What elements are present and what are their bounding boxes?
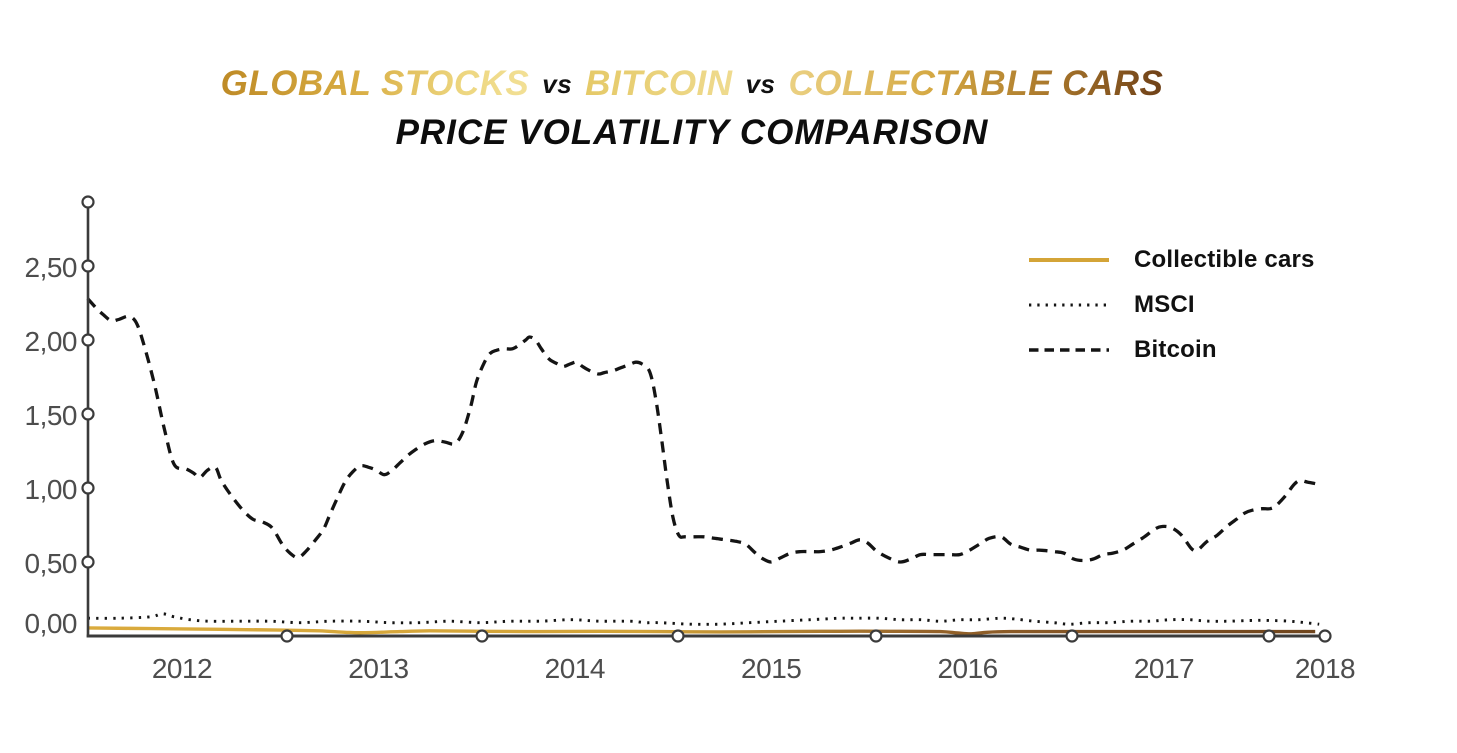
title-bitcoin: BITCOIN: [585, 64, 733, 103]
y-tick-circle: [81, 259, 95, 273]
x-tick-label: 2017: [1134, 653, 1194, 684]
y-tick-label: 0,00: [25, 608, 78, 639]
x-tick-label: 2012: [152, 653, 212, 684]
chart-subtitle: PRICE VOLATILITY COMPARISON: [395, 113, 989, 152]
legend-label-bitcoin: Bitcoin: [1134, 335, 1217, 363]
title-block: GLOBAL STOCKS vs BITCOIN vs COLLECTABLE CARS…: [0, 64, 1384, 153]
solid-gold-line-icon: [1029, 257, 1109, 262]
y-tick-label: 2,50: [25, 252, 78, 283]
dotted-line-icon: [1029, 303, 1109, 306]
legend: Collectible cars MSCI Bitcoin: [1028, 244, 1315, 365]
x-tick-circle: [280, 629, 294, 643]
y-tick-circle: [81, 481, 95, 495]
y-axis-end-circle: [81, 195, 95, 209]
chart-title: GLOBAL STOCKS vs BITCOIN vs COLLECTABLE CARS: [0, 64, 1384, 104]
legend-label-collectible-cars: Collectible cars: [1134, 245, 1315, 273]
x-tick-circle: [1318, 629, 1332, 643]
x-tick-label: 2014: [545, 653, 605, 684]
x-tick-circle: [869, 629, 883, 643]
y-tick-label: 1,50: [25, 400, 78, 431]
y-tick-circle: [81, 407, 95, 421]
y-tick-label: 2,00: [25, 326, 78, 357]
x-tick-label: 2018: [1295, 653, 1355, 684]
series-collectible-cars-line: [87, 626, 1316, 636]
x-tick-circle: [671, 629, 685, 643]
series-msci-line: [87, 612, 1320, 626]
x-tick-circle: [475, 629, 489, 643]
legend-label-msci: MSCI: [1134, 290, 1195, 318]
y-tick-circle: [81, 555, 95, 569]
x-tick-label: 2016: [937, 653, 997, 684]
y-tick-circle: [81, 333, 95, 347]
title-global-stocks: GLOBAL STOCKS: [220, 64, 530, 103]
dashed-line-icon: [1029, 347, 1109, 352]
title-collectable-cars: COLLECTABLE CARS: [788, 64, 1164, 103]
x-tick-circle: [1065, 629, 1079, 643]
title-vs-1: vs: [542, 69, 573, 99]
x-tick-label: 2013: [348, 653, 408, 684]
y-tick-label: 1,00: [25, 474, 78, 505]
y-tick-label: 0,50: [25, 548, 78, 579]
x-tick-circle: [1262, 629, 1276, 643]
title-vs-2: vs: [745, 69, 776, 99]
x-tick-label: 2015: [741, 653, 801, 684]
legend-item-msci: MSCI: [1028, 289, 1315, 320]
legend-item-bitcoin: Bitcoin: [1028, 334, 1315, 365]
legend-item-collectible-cars: Collectible cars: [1028, 244, 1315, 275]
